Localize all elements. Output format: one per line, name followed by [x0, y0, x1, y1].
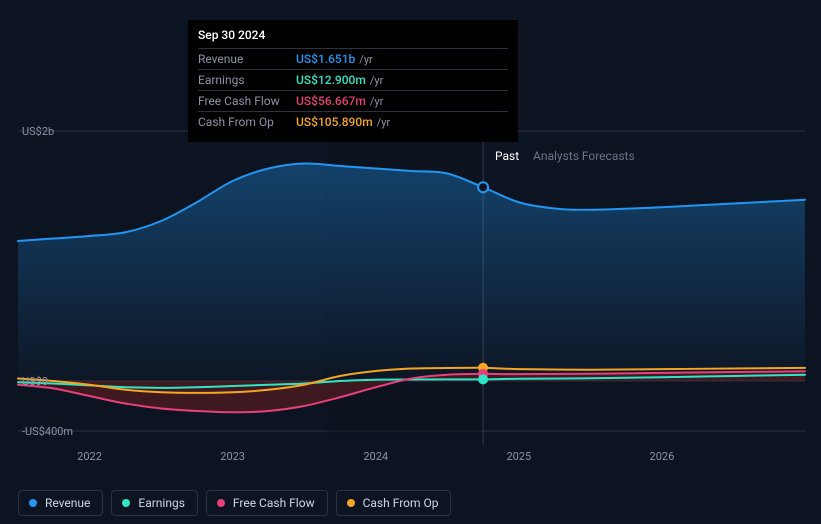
- x-tick-label: 2023: [220, 450, 245, 463]
- tooltip-row-value: US$105.890m: [296, 115, 373, 129]
- tooltip-row-label: Cash From Op: [198, 115, 296, 129]
- tooltip-row-unit: /yr: [370, 95, 383, 108]
- legend-item-label: Cash From Op: [363, 496, 439, 510]
- tooltip-row-label: Earnings: [198, 73, 296, 87]
- legend-item-revenue[interactable]: Revenue: [18, 490, 103, 516]
- tooltip-row-unit: /yr: [377, 116, 390, 129]
- legend-item-label: Revenue: [45, 496, 90, 510]
- tooltip-row-label: Free Cash Flow: [198, 94, 296, 108]
- tooltip-row-value: US$12.900m: [296, 73, 366, 87]
- tooltip-row-label: Revenue: [198, 52, 296, 66]
- tooltip-row-unit: /yr: [370, 74, 383, 87]
- legend-item-label: Free Cash Flow: [233, 496, 315, 510]
- x-tick-label: 2022: [77, 450, 102, 463]
- legend-dot-icon: [29, 499, 37, 507]
- legend-item-cfo[interactable]: Cash From Op: [336, 490, 452, 516]
- tooltip-date: Sep 30 2024: [198, 28, 508, 42]
- legend: Revenue Earnings Free Cash Flow Cash Fro…: [18, 490, 451, 516]
- tooltip-row: Earnings US$12.900m /yr: [198, 69, 508, 90]
- x-tick-label: 2026: [650, 450, 675, 463]
- tooltip-row: Revenue US$1.651b /yr: [198, 48, 508, 69]
- tooltip-row-value: US$56.667m: [296, 94, 366, 108]
- legend-item-label: Earnings: [138, 496, 185, 510]
- legend-item-fcf[interactable]: Free Cash Flow: [206, 490, 328, 516]
- tooltip-row-unit: /yr: [359, 53, 372, 66]
- tooltip-row-value: US$1.651b: [296, 52, 355, 66]
- tooltip-row: Cash From Op US$105.890m /yr: [198, 111, 508, 132]
- legend-dot-icon: [217, 499, 225, 507]
- y-tick-label: US$0: [22, 375, 48, 388]
- y-tick-label: US$2b: [22, 125, 54, 138]
- x-tick-label: 2025: [506, 450, 531, 463]
- legend-dot-icon: [347, 499, 355, 507]
- section-label-past: Past: [495, 149, 519, 163]
- hover-tooltip: Sep 30 2024 Revenue US$1.651b /yr Earnin…: [188, 20, 518, 142]
- tooltip-row: Free Cash Flow US$56.667m /yr: [198, 90, 508, 111]
- financials-chart: US$2b US$0 -US$400m Past Analysts Foreca…: [0, 0, 821, 524]
- section-label-forecast: Analysts Forecasts: [533, 149, 635, 163]
- legend-item-earnings[interactable]: Earnings: [111, 490, 198, 516]
- y-tick-label: -US$400m: [22, 425, 73, 438]
- legend-dot-icon: [122, 499, 130, 507]
- x-tick-label: 2024: [363, 450, 388, 463]
